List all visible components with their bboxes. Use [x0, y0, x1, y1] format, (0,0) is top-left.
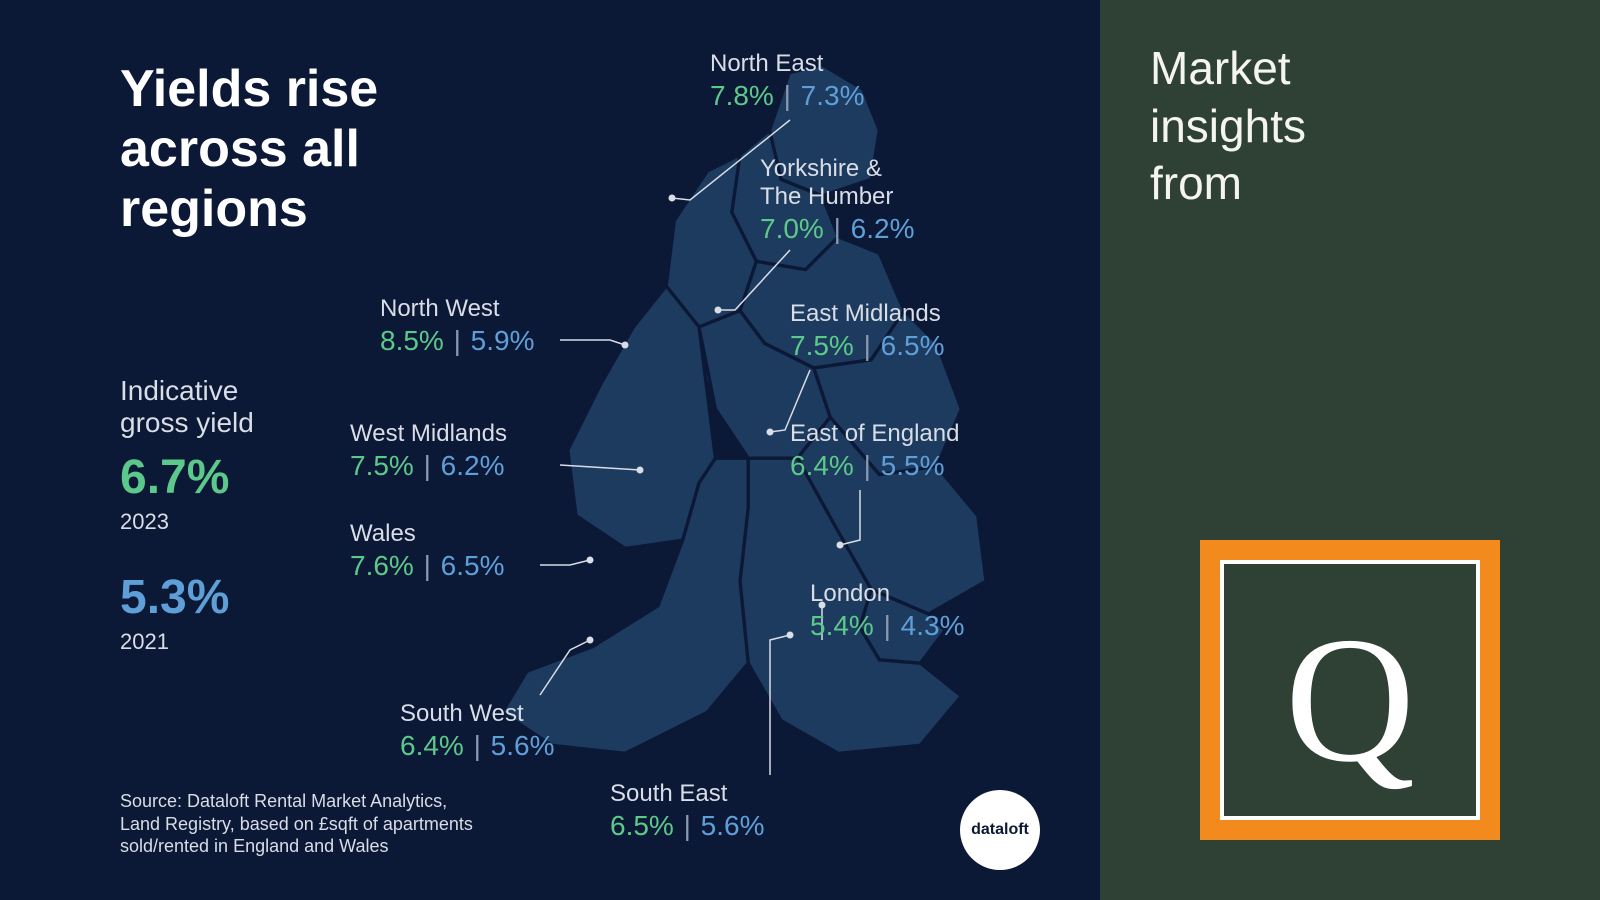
region-yh: Yorkshire &The Humber7.0% | 6.2%	[760, 155, 915, 245]
region-values: 7.8% | 7.3%	[710, 80, 865, 112]
region-values: 7.6% | 6.5%	[350, 550, 505, 582]
region-ne: North East7.8% | 7.3%	[710, 50, 865, 112]
region-name: South East	[610, 780, 765, 808]
region-name: South West	[400, 700, 555, 728]
region-name: Yorkshire &The Humber	[760, 155, 915, 211]
region-values: 8.5% | 5.9%	[380, 325, 535, 357]
dataloft-badge: dataloft	[960, 790, 1040, 870]
sponsor-logo-inner: Q	[1220, 560, 1480, 820]
page: Yields riseacross allregions Indicativeg…	[0, 0, 1600, 900]
source-text: Source: Dataloft Rental Market Analytics…	[120, 790, 473, 858]
chart-title: Yields riseacross allregions	[120, 60, 378, 239]
region-name: North West	[380, 295, 535, 323]
region-ee: East of England6.4% | 5.5%	[790, 420, 959, 482]
dataloft-label: dataloft	[971, 821, 1029, 839]
region-values: 5.4% | 4.3%	[810, 610, 965, 642]
region-name: East Midlands	[790, 300, 945, 328]
headline-2023: 6.7% 2023	[120, 450, 229, 535]
region-values: 6.4% | 5.6%	[400, 730, 555, 762]
region-ldn: London5.4% | 4.3%	[810, 580, 965, 642]
headline-2023-year: 2023	[120, 509, 229, 535]
region-name: North East	[710, 50, 865, 78]
region-se: South East6.5% | 5.6%	[610, 780, 765, 842]
region-values: 6.5% | 5.6%	[610, 810, 765, 842]
region-values: 6.4% | 5.5%	[790, 450, 959, 482]
region-wm: West Midlands7.5% | 6.2%	[350, 420, 507, 482]
headline-2023-value: 6.7%	[120, 450, 229, 505]
region-name: Wales	[350, 520, 505, 548]
headline-2021-value: 5.3%	[120, 570, 229, 625]
main-panel: Yields riseacross allregions Indicativeg…	[0, 0, 1100, 900]
region-em: East Midlands7.5% | 6.5%	[790, 300, 945, 362]
region-values: 7.5% | 6.2%	[350, 450, 507, 482]
region-nw: North West8.5% | 5.9%	[380, 295, 535, 357]
region-sw: South West6.4% | 5.6%	[400, 700, 555, 762]
region-values: 7.0% | 6.2%	[760, 213, 915, 245]
sidebar-panel: Marketinsightsfrom Q	[1100, 0, 1600, 900]
region-values: 7.5% | 6.5%	[790, 330, 945, 362]
region-name: West Midlands	[350, 420, 507, 448]
sidebar-title: Marketinsightsfrom	[1150, 40, 1306, 213]
region-name: London	[810, 580, 965, 608]
headline-2021: 5.3% 2021	[120, 570, 229, 655]
region-name: East of England	[790, 420, 959, 448]
headline-2021-year: 2021	[120, 629, 229, 655]
sponsor-logo: Q	[1200, 540, 1500, 840]
sponsor-logo-letter: Q	[1285, 610, 1415, 790]
chart-subtitle: Indicativegross yield	[120, 375, 254, 439]
region-wal: Wales7.6% | 6.5%	[350, 520, 505, 582]
